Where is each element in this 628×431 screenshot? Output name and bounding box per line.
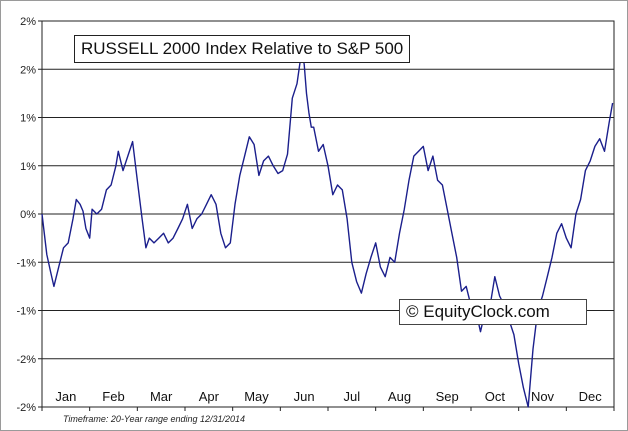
y-tick-label: 2% [20,64,36,76]
y-tick-label: 0% [20,209,36,221]
y-tick-label: -2% [16,354,36,366]
y-tick-label: 1% [20,161,36,173]
y-tick-label: 2% [20,16,36,28]
x-tick-label: Aug [388,389,411,404]
y-axis: 2% 2% 1% 1% 0% -1% -1% -2% -2% [16,16,42,414]
watermark-text: © EquityClock.com [399,299,587,325]
x-tick-label: Jan [55,389,76,404]
x-tick-label: Apr [199,389,220,404]
chart-title: RUSSELL 2000 Index Relative to S&P 500 [74,35,411,63]
x-tick-label: Sep [436,389,459,404]
series-line [41,49,614,408]
x-axis: Jan Feb Mar Apr May Jun Jul Aug Sep Oct Nov Dec [41,389,615,411]
x-tick-label: Jun [294,389,315,404]
y-tick-label: -2% [16,402,36,414]
x-tick-label: Feb [102,389,124,404]
y-tick-label: -1% [16,306,36,318]
x-tick-label: Nov [531,389,555,404]
y-tick-label: 1% [20,113,36,125]
x-tick-label: Dec [579,389,603,404]
x-tick-label: May [244,389,269,404]
x-tick-label: Mar [150,389,173,404]
x-tick-label: Oct [485,389,506,404]
y-tick-label: -1% [16,257,36,269]
x-tick-label: Jul [344,389,361,404]
timeframe-footnote: Timeframe: 20-Year range ending 12/31/20… [63,414,246,424]
